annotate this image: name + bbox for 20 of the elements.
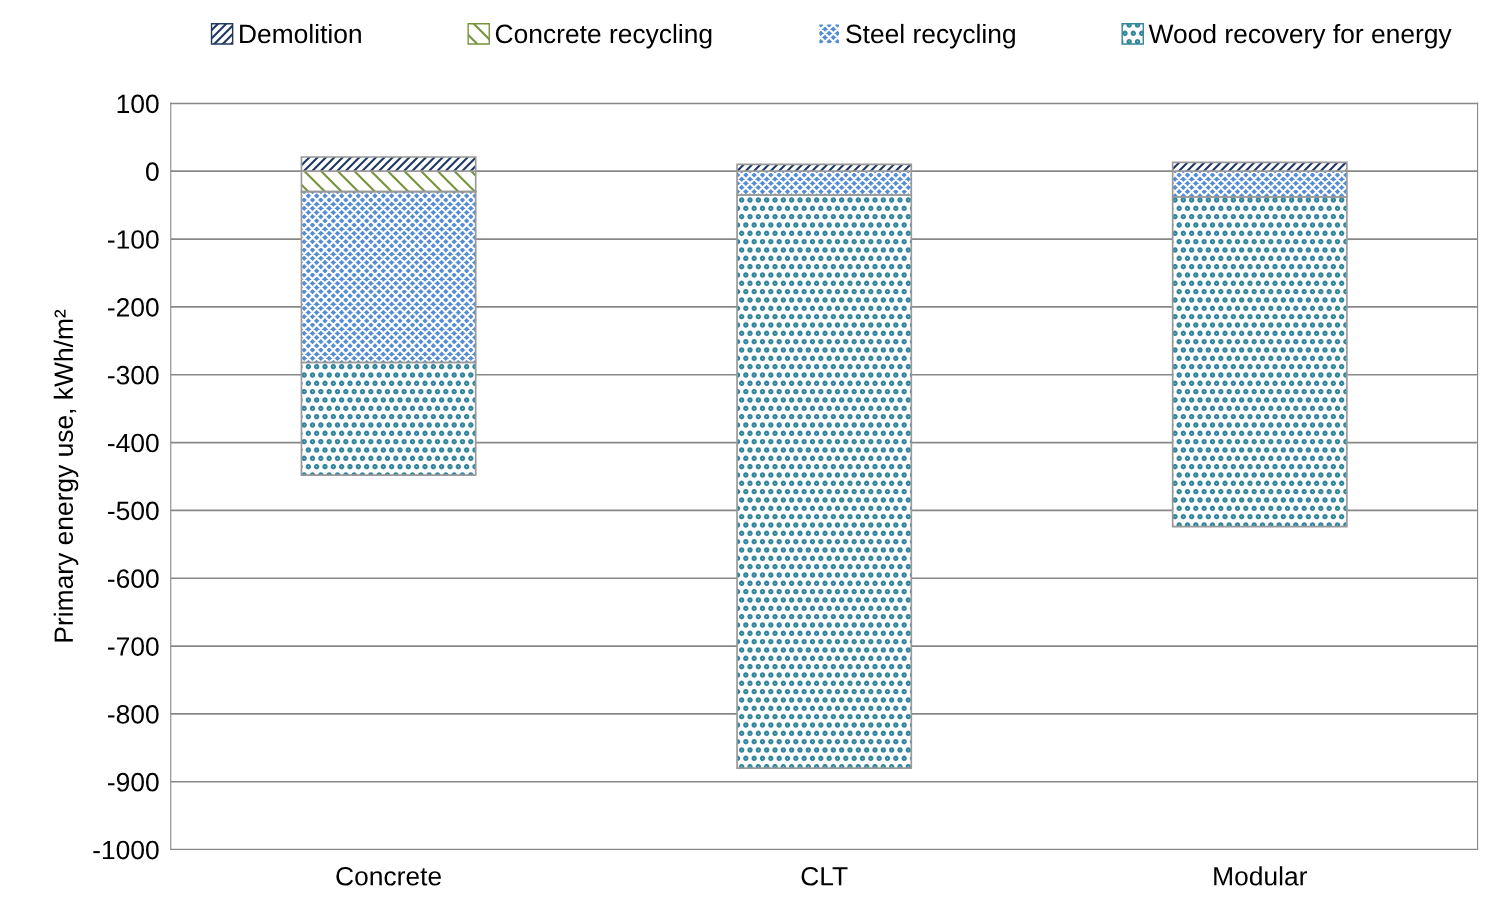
- legend-label: Steel recycling: [846, 23, 1015, 49]
- legend-label: Demolition: [240, 23, 361, 44]
- y-tick-label: -900: [108, 772, 159, 792]
- y-tick-label: 0: [146, 162, 159, 182]
- y-tick-label: -200: [108, 298, 159, 317]
- x-tick-label: Concrete: [336, 866, 441, 886]
- y-tick-label: -400: [108, 433, 159, 453]
- y-tick-label: -700: [108, 637, 159, 656]
- x-tick-label: Modular: [1214, 866, 1308, 886]
- y-tick-label: -800: [108, 705, 159, 724]
- y-tick-label: -300: [108, 365, 159, 385]
- y-axis-title: Primary energy use, kWh/m²: [53, 309, 79, 642]
- y-tick-label: 100: [117, 94, 159, 114]
- y-tick-label: -600: [108, 569, 159, 589]
- y-tick-label: -100: [108, 230, 159, 249]
- x-tick-label: CLT: [801, 866, 848, 886]
- legend-label: Concrete recycling: [495, 23, 712, 49]
- y-tick-label: -1000: [93, 840, 159, 860]
- y-tick-label: -500: [108, 501, 159, 521]
- legend-label: Wood recovery for energy: [1148, 23, 1452, 49]
